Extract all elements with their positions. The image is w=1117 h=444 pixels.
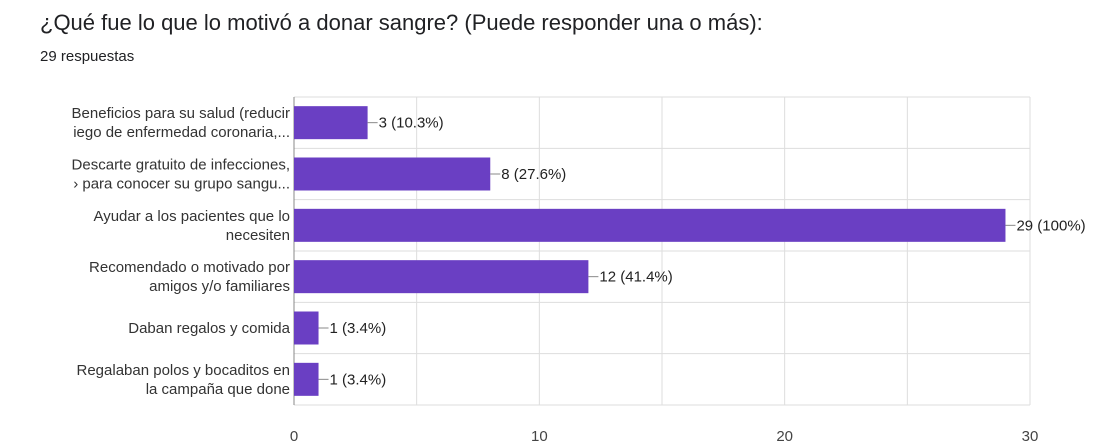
category-label: Beneficios para su salud (reducir	[72, 105, 290, 122]
bar	[294, 260, 589, 294]
bar	[294, 311, 319, 345]
category-label: amigos y/o familiares	[149, 278, 290, 295]
category-label: Daban regalos y comida	[128, 320, 290, 337]
grid-layer	[293, 96, 1031, 406]
bar	[294, 157, 491, 191]
x-tick-label: 30	[1022, 428, 1039, 444]
bar	[294, 106, 368, 140]
data-label: 1 (3.4%)	[330, 320, 387, 337]
x-tick-label: 10	[531, 428, 548, 444]
data-label: 3 (10.3%)	[379, 115, 444, 132]
bar	[294, 362, 319, 396]
response-count: 29 respuestas	[40, 48, 135, 65]
category-label: iego de enfermedad coronaria,...	[73, 124, 290, 141]
bar	[294, 208, 1006, 242]
category-label: necesiten	[226, 227, 290, 244]
ticks-layer: 0 10 20 30	[290, 428, 1039, 444]
question-title: ¿Qué fue lo que lo motivó a donar sangre…	[40, 10, 763, 35]
x-tick-label: 20	[776, 428, 793, 444]
category-label: Ayudar a los pacientes que lo	[93, 208, 290, 225]
x-tick-label: 0	[290, 428, 298, 444]
category-label: Descarte gratuito de infecciones,	[72, 157, 290, 174]
category-label: › para conocer su grupo sangu...	[73, 176, 290, 193]
data-label: 1 (3.4%)	[330, 371, 387, 388]
category-label: Regalaban polos y bocaditos en	[77, 362, 291, 379]
data-label: 29 (100%)	[1016, 217, 1085, 234]
data-label: 8 (27.6%)	[501, 166, 566, 183]
data-label: 12 (41.4%)	[599, 269, 672, 286]
labels-layer: 3 (10.3%) Beneficios para su salud (reduc…	[72, 105, 1086, 398]
category-label: Recomendado o motivado por	[89, 259, 290, 276]
category-label: la campaña que done	[146, 381, 290, 398]
bars-layer	[294, 106, 1006, 396]
